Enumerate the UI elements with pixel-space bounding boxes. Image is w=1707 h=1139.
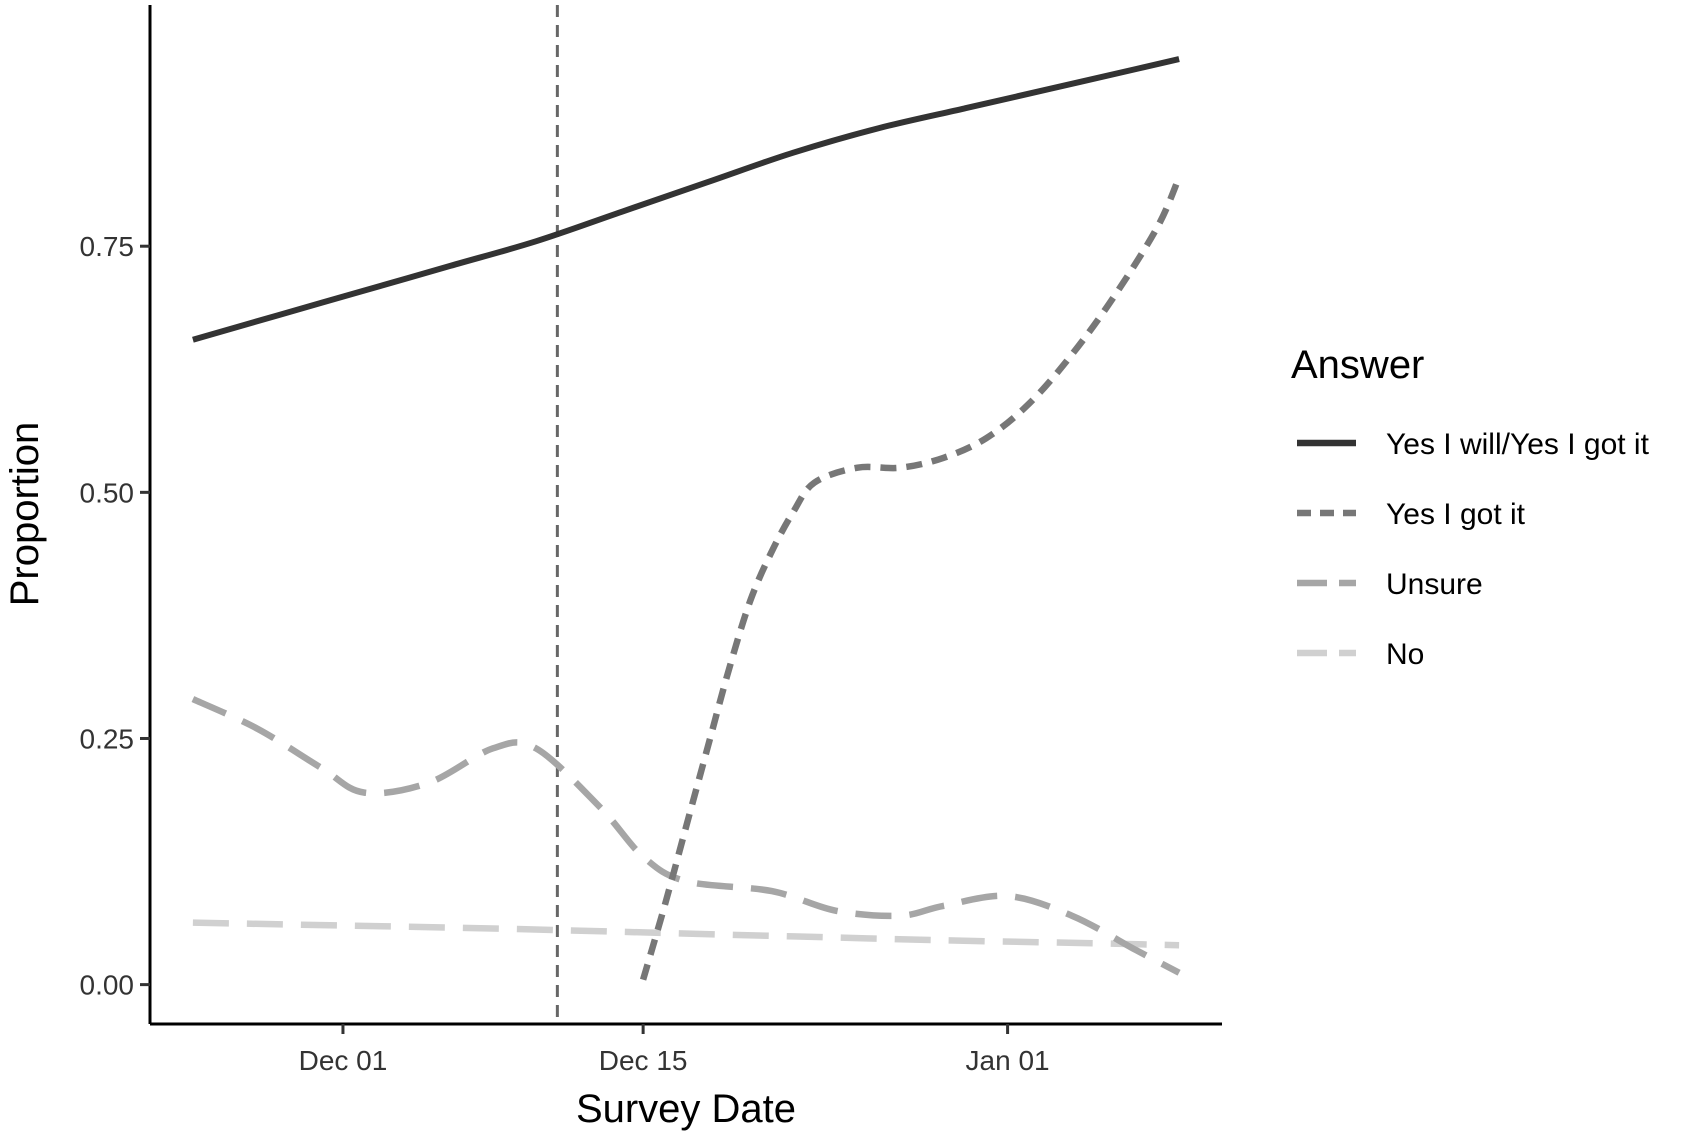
x-tick-label: Dec 15: [599, 1045, 688, 1076]
y-tick-label: 0.25: [80, 723, 135, 754]
legend-label-yes-i-will-yes-i-got-it: Yes I will/Yes I got it: [1386, 428, 1650, 461]
legend-label-no: No: [1386, 638, 1424, 671]
y-axis-ticks: 0.00 0.25 0.50 0.75: [80, 231, 150, 1001]
series-line-yes-i-got-it: [639, 175, 1183, 981]
plot-area: 0.00 0.25 0.50 0.75 Dec 01 Dec 15 Jan 01: [80, 5, 1222, 1076]
x-axis-ticks: Dec 01 Dec 15 Jan 01: [299, 1024, 1050, 1076]
legend: Answer Yes I will/Yes I got it Yes I got …: [1291, 343, 1650, 671]
x-tick-label: Dec 01: [299, 1045, 388, 1076]
series-line-unsure: [191, 696, 1181, 976]
y-tick-label: 0.00: [80, 970, 135, 1001]
y-tick-label: 0.50: [80, 477, 135, 508]
legend-label-yes-i-got-it: Yes I got it: [1386, 498, 1526, 531]
series-line-no: [192, 919, 1180, 949]
legend-label-unsure: Unsure: [1386, 568, 1483, 601]
series-layer: [191, 56, 1183, 981]
y-axis-title: Proportion: [3, 422, 47, 607]
series-line-yes-i-will-yes-i-got-it: [192, 56, 1180, 343]
y-tick-label: 0.75: [80, 231, 135, 262]
legend-items: Yes I will/Yes I got it Yes I got it Unsur…: [1297, 428, 1650, 671]
x-tick-label: Jan 01: [966, 1045, 1050, 1076]
x-axis-title: Survey Date: [576, 1087, 796, 1131]
legend-title: Answer: [1291, 343, 1424, 387]
